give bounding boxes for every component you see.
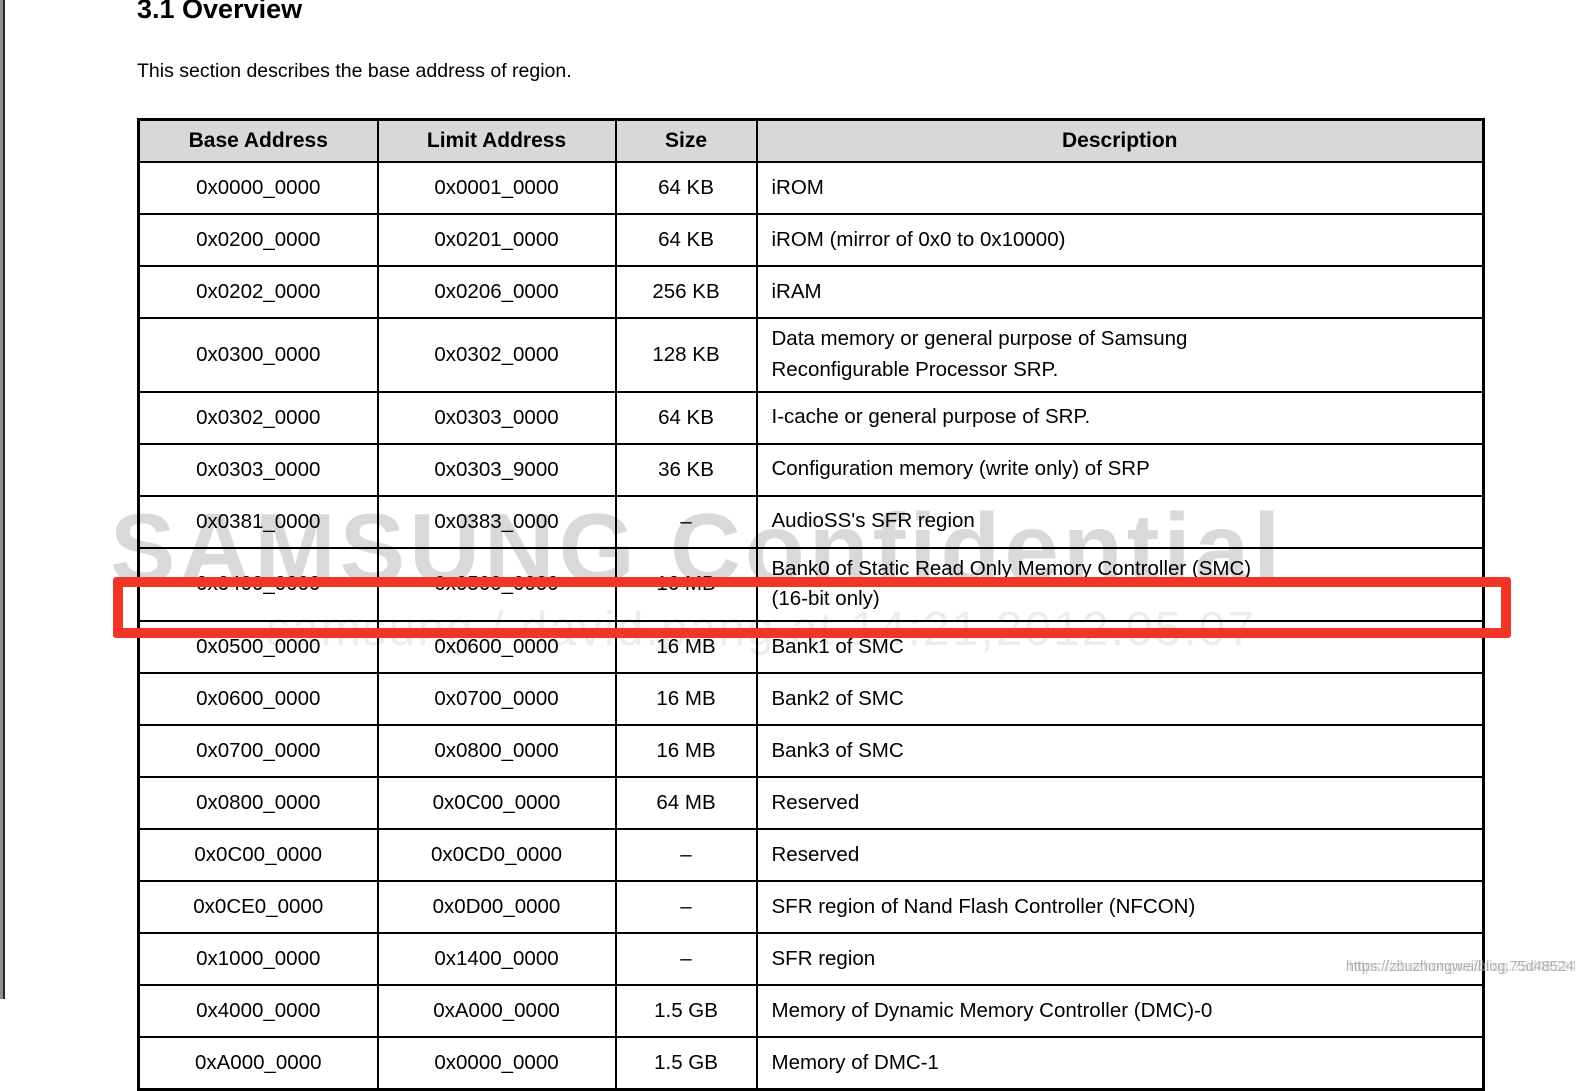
cell-limit-address: 0x0001_0000 <box>376 161 617 215</box>
cell-size: 256 KB <box>614 265 758 319</box>
table-row: 0x0303_0000 0x0303_9000 36 KB Configuration… <box>137 442 1485 497</box>
cell-description: Bank2 of SMC <box>755 672 1485 726</box>
watermark-csdn-url: https://zbuzhongwei/blog.75d48524 <box>1345 959 1574 975</box>
cell-base-address: 0x0303_0000 <box>137 442 379 497</box>
cell-limit-address: 0x0500_0000 <box>376 546 617 622</box>
cell-description: SFR region of Nand Flash Controller (NFC… <box>755 880 1485 934</box>
memory-map-table: Base Address Limit Address Size Descript… <box>137 118 1485 1091</box>
cell-limit-address: 0x0D00_0000 <box>376 880 617 934</box>
section-title: 3.1 Overview <box>137 0 303 24</box>
table-row: 0x0700_0000 0x0800_0000 16 MB Bank3 of SMC <box>137 724 1485 778</box>
table-row: 0x0C00_0000 0x0CD0_0000– Reserved <box>137 828 1485 882</box>
cell-description: Memory of DMC-1 <box>755 1036 1485 1091</box>
cell-base-address: 0x0500_0000 <box>137 620 379 674</box>
cell-description: Bank0 of Static Read Only Memory Control… <box>755 546 1485 622</box>
cell-limit-address: 0x0206_0000 <box>376 265 617 319</box>
page-left-border <box>3 0 5 999</box>
cell-limit-address: 0x0303_0000 <box>376 390 617 445</box>
cell-base-address: 0x1000_0000 <box>137 932 379 986</box>
cell-size: 128 KB <box>614 317 758 393</box>
cell-base-address: 0x0CE0_0000 <box>137 880 379 934</box>
cell-base-address: 0x0000_0000 <box>137 161 379 215</box>
cell-size: 16 MB <box>614 620 758 674</box>
cell-description: Data memory or general purpose of Samsun… <box>755 317 1485 393</box>
table-row: 0x0200_0000 0x0201_0000 64 KB iROM (mirror … <box>137 213 1485 267</box>
table-row: 0x0CE0_0000 0x0D00_0000– SFR region of Nan… <box>137 880 1485 934</box>
cell-size: – <box>614 828 758 882</box>
cell-size: 64 KB <box>614 390 758 445</box>
cell-size: 16 MB <box>614 672 758 726</box>
cell-size: 16 MB <box>614 546 758 622</box>
cell-limit-address: 0x0CD0_0000 <box>376 828 617 882</box>
cell-base-address: 0x0400_0000 <box>137 546 379 622</box>
cell-description: iROM (mirror of 0x0 to 0x10000) <box>755 213 1485 267</box>
cell-description: Memory of Dynamic Memory Controller (DMC… <box>755 984 1485 1038</box>
cell-limit-address: 0x1400_0000 <box>376 932 617 986</box>
cell-limit-address: 0x0C00_0000 <box>376 776 617 830</box>
cell-size: 16 MB <box>614 724 758 778</box>
cell-base-address: 0x4000_0000 <box>137 984 379 1038</box>
cell-base-address: 0x0800_0000 <box>137 776 379 830</box>
table-row: 0x0600_0000 0x0700_0000 16 MB Bank2 of SMC <box>137 672 1485 726</box>
cell-limit-address: 0x0000_0000 <box>376 1036 617 1091</box>
cell-description: Bank1 of SMC <box>755 620 1485 674</box>
cell-size: 64 MB <box>614 776 758 830</box>
cell-base-address: 0xA000_0000 <box>137 1036 379 1091</box>
table-row: 0x4000_0000 0xA000_0000 1.5 GB Memory of Dy… <box>137 984 1485 1038</box>
table-row: 0x0400_0000 0x0500_0000 16 MB Bank0 of Stat… <box>137 546 1485 622</box>
cell-base-address: 0x0381_0000 <box>137 494 379 549</box>
cell-description: SFR region <box>755 932 1485 986</box>
cell-description: Configuration memory (write only) of SRP <box>755 442 1485 497</box>
table-row: 0x0302_0000 0x0303_0000 64 KB I-cache or ge… <box>137 390 1485 445</box>
cell-base-address: 0x0300_0000 <box>137 317 379 393</box>
cell-limit-address: 0xA000_0000 <box>376 984 617 1038</box>
cell-size: 1.5 GB <box>614 1036 758 1091</box>
col-header-size: Size <box>614 118 758 163</box>
table-row: 0xA000_0000 0x0000_0000 1.5 GB Memory of DM… <box>137 1036 1485 1091</box>
cell-limit-address: 0x0303_9000 <box>376 442 617 497</box>
cell-size: 64 KB <box>614 161 758 215</box>
cell-description: AudioSS's SFR region <box>755 494 1485 549</box>
table-header-row: Base Address Limit Address Size Descript… <box>137 118 1485 163</box>
cell-limit-address: 0x0800_0000 <box>376 724 617 778</box>
cell-size: – <box>614 494 758 549</box>
cell-limit-address: 0x0201_0000 <box>376 213 617 267</box>
table-row: 0x1000_0000 0x1400_0000– SFR region <box>137 932 1485 986</box>
cell-limit-address: 0x0700_0000 <box>376 672 617 726</box>
cell-description: iROM <box>755 161 1485 215</box>
col-header-base-address: Base Address <box>137 118 379 163</box>
cell-base-address: 0x0600_0000 <box>137 672 379 726</box>
cell-description: Bank3 of SMC <box>755 724 1485 778</box>
cell-limit-address: 0x0383_0000 <box>376 494 617 549</box>
table-row: 0x0000_0000 0x0001_0000 64 KB iROM <box>137 161 1485 215</box>
cell-base-address: 0x0200_0000 <box>137 213 379 267</box>
cell-size: 36 KB <box>614 442 758 497</box>
cell-limit-address: 0x0302_0000 <box>376 317 617 393</box>
cell-base-address: 0x0700_0000 <box>137 724 379 778</box>
col-header-description: Description <box>755 118 1485 163</box>
cell-base-address: 0x0C00_0000 <box>137 828 379 882</box>
cell-base-address: 0x0202_0000 <box>137 265 379 319</box>
cell-limit-address: 0x0600_0000 <box>376 620 617 674</box>
cell-size: – <box>614 880 758 934</box>
table-row: 0x0202_0000 0x0206_0000 256 KB iRAM <box>137 265 1485 319</box>
page-left-edge <box>0 0 3 999</box>
table-row: 0x0800_0000 0x0C00_0000 64 MB Reserved <box>137 776 1485 830</box>
cell-base-address: 0x0302_0000 <box>137 390 379 445</box>
cell-description: Reserved <box>755 828 1485 882</box>
section-intro: This section describes the base address … <box>137 60 572 82</box>
cell-size: 64 KB <box>614 213 758 267</box>
cell-size: – <box>614 932 758 986</box>
table-row: 0x0381_0000 0x0383_0000– AudioSS's SFR reg… <box>137 494 1485 549</box>
col-header-limit-address: Limit Address <box>376 118 617 163</box>
cell-description: I-cache or general purpose of SRP. <box>755 390 1485 445</box>
table-row-highlighted: 0x0500_0000 0x0600_0000 16 MB Bank1 of SMC <box>137 620 1485 674</box>
cell-description: Reserved <box>755 776 1485 830</box>
cell-size: 1.5 GB <box>614 984 758 1038</box>
table-row: 0x0300_0000 0x0302_0000 128 KB Data memory … <box>137 317 1485 393</box>
cell-description: iRAM <box>755 265 1485 319</box>
